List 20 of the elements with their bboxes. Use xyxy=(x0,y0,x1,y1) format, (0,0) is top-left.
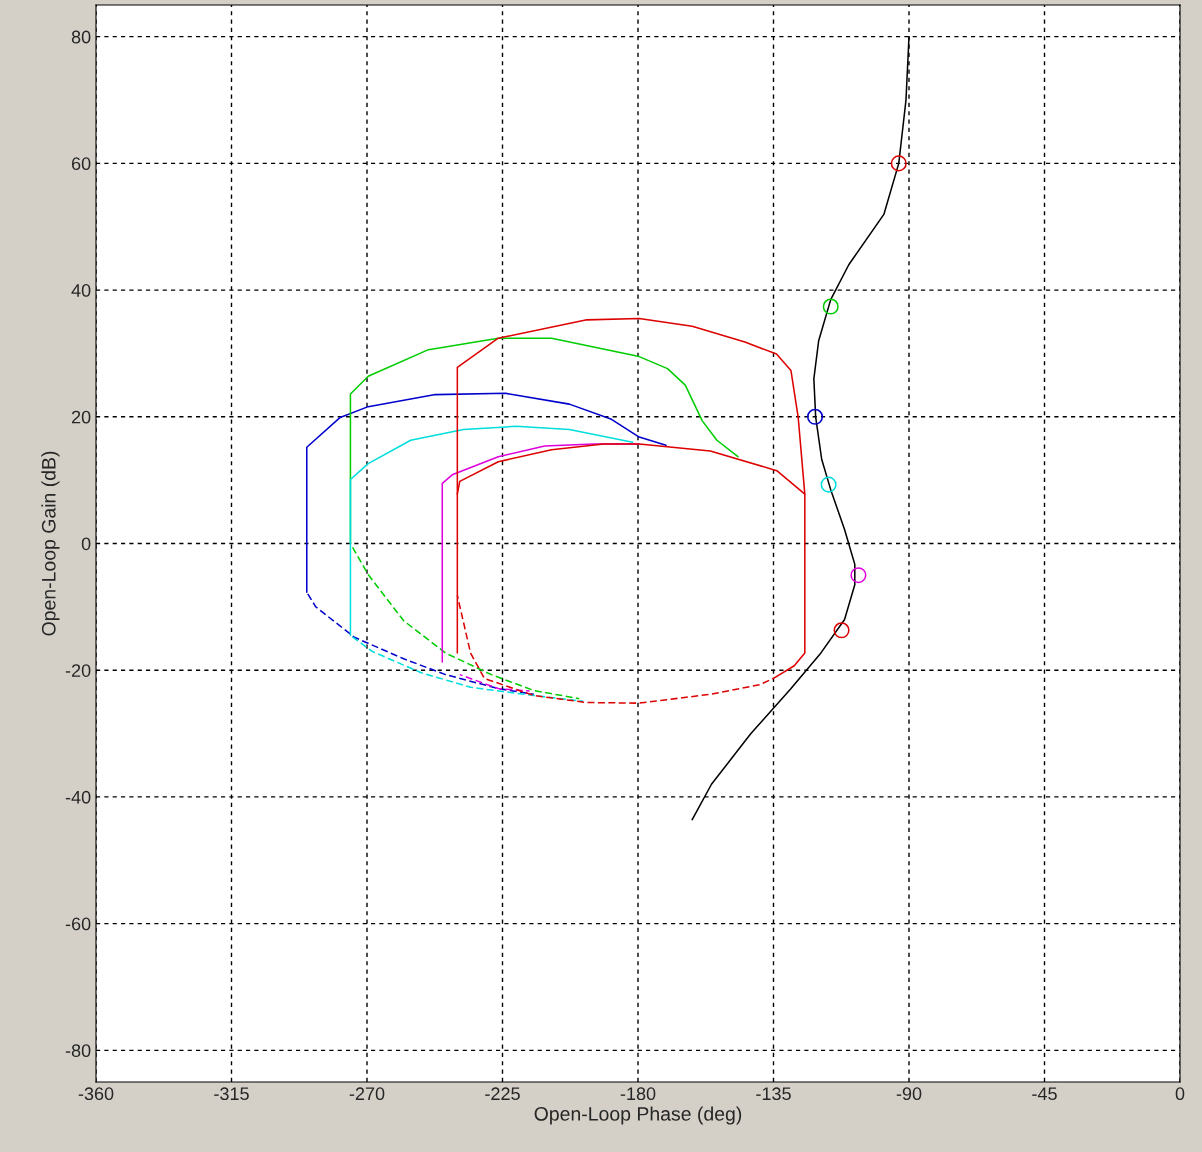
x-axis-title: Open-Loop Phase (deg) xyxy=(534,1106,742,1125)
y-tick-label: -80 xyxy=(65,1044,91,1058)
y-tick-label: -60 xyxy=(65,917,91,931)
x-tick-label: -315 xyxy=(214,1087,249,1101)
y-axis-title: Open-Loop Gain (dB) xyxy=(41,451,60,636)
x-tick-label: -225 xyxy=(485,1087,520,1101)
y-tick-label: 60 xyxy=(71,157,91,171)
x-tick-label: -45 xyxy=(1032,1087,1057,1101)
y-tick-label: 80 xyxy=(71,30,91,44)
x-tick-label: 0 xyxy=(1175,1087,1185,1101)
x-tick-label: -90 xyxy=(896,1087,922,1101)
x-tick-label: -270 xyxy=(349,1087,385,1101)
y-tick-label: 0 xyxy=(81,537,91,551)
y-tick-label: -20 xyxy=(65,664,91,677)
y-tick-label: -40 xyxy=(65,790,91,804)
y-tick-label: 40 xyxy=(71,284,91,297)
x-tick-label: -135 xyxy=(756,1087,791,1101)
y-tick-label: 20 xyxy=(71,410,91,424)
x-tick-label: -360 xyxy=(78,1087,114,1101)
x-tick-label: -180 xyxy=(620,1087,656,1101)
